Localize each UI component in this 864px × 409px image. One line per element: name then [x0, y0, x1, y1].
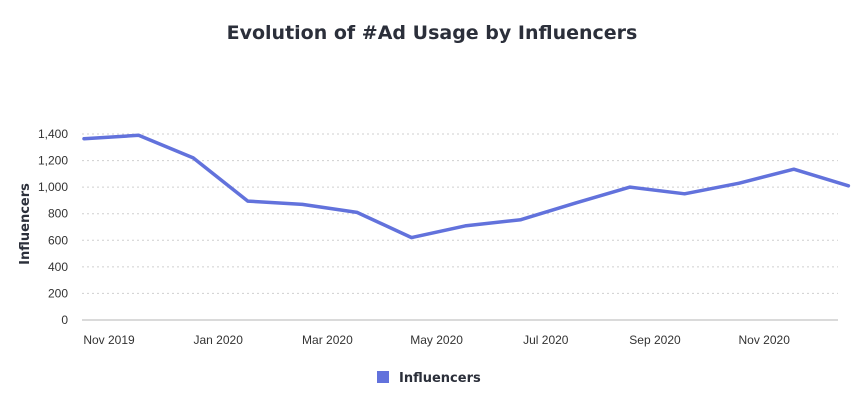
y-tick-label: 800	[48, 207, 68, 221]
y-tick-label: 1,400	[38, 127, 68, 141]
chart-title: Evolution of #Ad Usage by Influencers	[227, 22, 638, 44]
data-point	[410, 236, 414, 240]
y-tick-label: 1,200	[38, 154, 68, 168]
data-point	[846, 184, 850, 188]
data-point	[737, 181, 741, 185]
data-point	[683, 192, 687, 196]
x-tick-label: May 2020	[410, 333, 463, 347]
data-point	[246, 199, 250, 203]
data-point	[792, 167, 796, 171]
x-tick-label: Nov 2019	[83, 333, 135, 347]
x-tick-label: Sep 2020	[629, 333, 681, 347]
data-point	[82, 137, 86, 141]
data-point	[137, 133, 141, 137]
data-point	[300, 202, 304, 206]
y-tick-label: 200	[48, 286, 68, 300]
data-point	[519, 218, 523, 222]
data-point	[573, 201, 577, 205]
data-point	[191, 156, 195, 160]
legend: Influencers	[377, 371, 481, 386]
y-axis-ticks: 0 200 400 600 800 1,000 1,200 1,400	[38, 127, 68, 327]
data-point	[628, 185, 632, 189]
y-axis-label: Influencers	[18, 183, 33, 265]
data-point	[355, 210, 359, 214]
y-tick-label: 0	[61, 313, 68, 327]
y-tick-label: 400	[48, 260, 68, 274]
data-point	[464, 224, 468, 228]
x-axis-ticks: Nov 2019 Jan 2020 Mar 2020 May 2020 Jul 2020…	[83, 333, 790, 347]
x-tick-label: Nov 2020	[739, 333, 791, 347]
legend-label-influencers: Influencers	[399, 371, 481, 386]
y-tick-label: 600	[48, 233, 68, 247]
x-tick-label: Mar 2020	[302, 333, 353, 347]
x-tick-label: Jan 2020	[194, 333, 244, 347]
series-layer	[82, 133, 851, 240]
x-tick-label: Jul 2020	[523, 333, 569, 347]
y-tick-label: 1,000	[38, 180, 68, 194]
series-line-influencers	[82, 133, 851, 240]
legend-swatch-influencers	[377, 371, 389, 383]
